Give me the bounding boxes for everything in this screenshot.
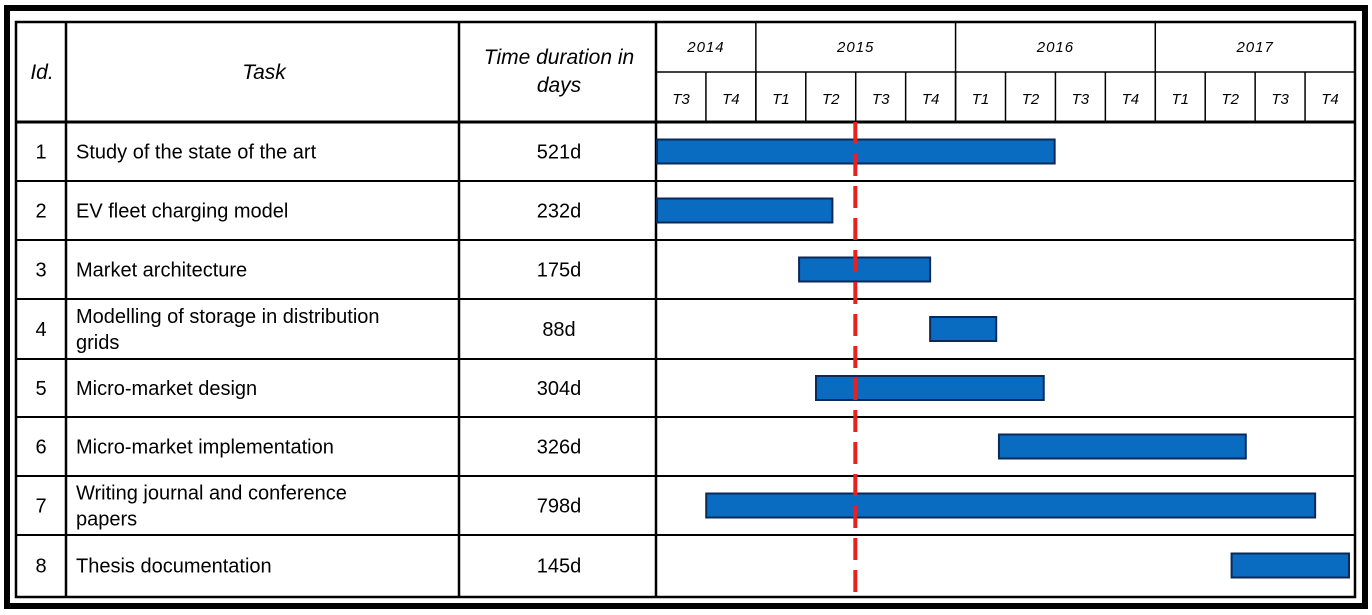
quarter-label: T4 <box>1321 91 1339 108</box>
header-duration-line1: Time duration in <box>484 46 634 69</box>
task-name: Writing journal and conference <box>76 483 347 505</box>
task-name: Thesis documentation <box>76 556 272 578</box>
task-name: Market architecture <box>76 260 247 282</box>
task-name: papers <box>76 509 137 531</box>
task-duration: 521d <box>537 142 582 164</box>
task-name: Study of the state of the art <box>76 142 317 164</box>
quarter-label: T4 <box>1122 91 1140 108</box>
task-duration: 326d <box>537 437 582 459</box>
task-id: 1 <box>35 142 46 164</box>
header-id: Id. <box>30 61 53 84</box>
header-task: Task <box>242 61 287 84</box>
quarter-label: T1 <box>1171 91 1189 108</box>
task-bar <box>929 316 998 342</box>
quarter-label: T3 <box>1271 91 1289 108</box>
task-bar <box>815 375 1045 401</box>
task-duration: 232d <box>537 201 582 223</box>
task-id: 2 <box>35 201 46 223</box>
task-bar <box>705 492 1317 519</box>
task-bar <box>656 197 834 224</box>
year-label-2015: 2015 <box>836 39 874 56</box>
task-id: 8 <box>35 556 46 578</box>
task-name: Micro-market implementation <box>76 437 334 459</box>
task-duration: 145d <box>537 556 582 578</box>
task-bar <box>1230 552 1350 579</box>
task-id: 3 <box>35 260 46 282</box>
year-label-2016: 2016 <box>1036 39 1074 56</box>
task-bar <box>997 433 1247 460</box>
quarter-label: T2 <box>1221 91 1239 108</box>
task-name: Modelling of storage in distribution <box>76 306 380 328</box>
task-id: 5 <box>35 378 46 400</box>
quarter-label: T3 <box>672 91 690 108</box>
task-name: Micro-market design <box>76 378 257 400</box>
quarter-label: T4 <box>722 91 740 108</box>
task-id: 7 <box>35 496 46 518</box>
header-duration-line2: days <box>537 74 582 97</box>
quarter-label: T3 <box>872 91 890 108</box>
task-bar <box>798 256 932 283</box>
quarter-label: T4 <box>922 91 940 108</box>
task-duration: 88d <box>542 319 575 341</box>
task-duration: 304d <box>537 378 582 400</box>
task-name: grids <box>76 332 119 354</box>
year-label-2014: 2014 <box>686 39 724 56</box>
task-name: EV fleet charging model <box>76 201 288 223</box>
outer-frame <box>4 5 1368 609</box>
quarter-label: T3 <box>1072 91 1090 108</box>
quarter-label: T1 <box>972 91 990 108</box>
quarter-label: T1 <box>772 91 790 108</box>
task-id: 6 <box>35 437 46 459</box>
task-duration: 175d <box>537 260 582 282</box>
quarter-label: T2 <box>1022 91 1040 108</box>
task-id: 4 <box>35 319 46 341</box>
quarter-label: T2 <box>822 91 840 108</box>
year-label-2017: 2017 <box>1235 39 1273 56</box>
task-duration: 798d <box>537 496 582 518</box>
inner-frame <box>14 20 1357 599</box>
